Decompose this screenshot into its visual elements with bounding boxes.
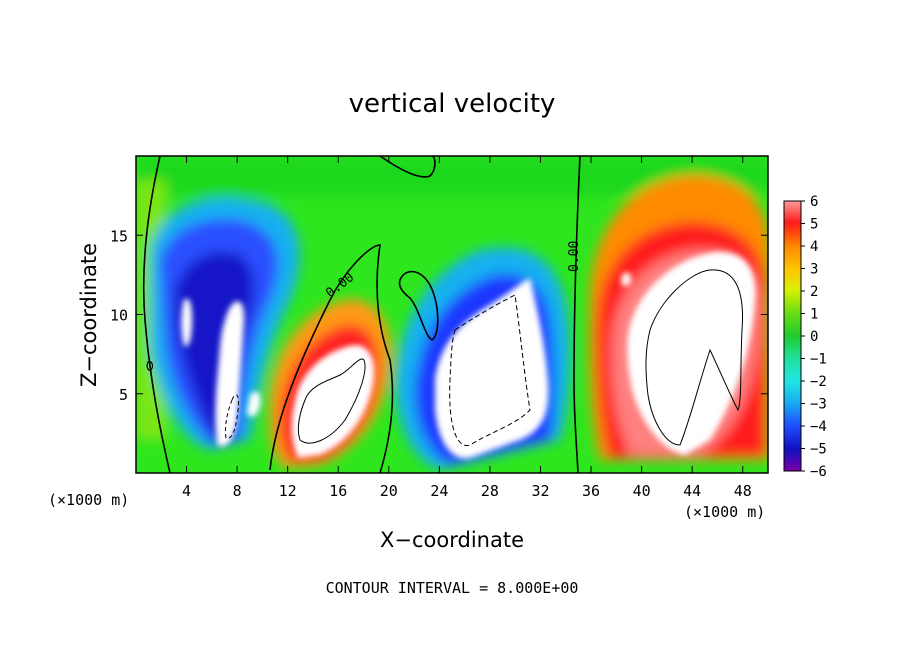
y-tick-label: 5 bbox=[119, 386, 128, 404]
colorbar-tick-label: 5 bbox=[810, 217, 818, 233]
updraft-white-core-mid bbox=[435, 278, 549, 459]
x-tick-label: 28 bbox=[481, 482, 499, 500]
downdraft-white-core-a bbox=[181, 298, 192, 347]
x-tick-label: 24 bbox=[430, 482, 448, 500]
x-tick-label: 40 bbox=[633, 482, 651, 500]
x-tick-label: 36 bbox=[582, 482, 600, 500]
x-tick-label: 48 bbox=[734, 482, 752, 500]
dashed-contour-left bbox=[225, 394, 239, 439]
colorbar-gradient bbox=[783, 200, 802, 472]
zero-contour-left bbox=[142, 156, 171, 473]
x-axis-label: X−coordinate bbox=[380, 528, 524, 552]
x-tick-label: 20 bbox=[380, 482, 398, 500]
chart-title: vertical velocity bbox=[349, 89, 556, 119]
x-tick-label: 32 bbox=[531, 482, 549, 500]
x-unit-right: (×1000 m) bbox=[684, 503, 765, 521]
x-unit-left: (×1000 m) bbox=[48, 491, 129, 509]
colorbar-tick-label: 2 bbox=[810, 284, 818, 300]
colorbar-tick-label: −5 bbox=[810, 442, 827, 458]
colorbar-tick-label: −1 bbox=[810, 352, 827, 368]
y-axis-label: Z−coordinate bbox=[77, 243, 101, 387]
updraft-white-blob-right-small bbox=[621, 272, 632, 287]
updraft-white-core-left bbox=[291, 345, 375, 458]
contour-interval-note: CONTOUR INTERVAL = 8.000E+00 bbox=[326, 579, 579, 597]
x-tick-label: 4 bbox=[182, 482, 191, 500]
y-tick-label: 15 bbox=[110, 227, 128, 245]
downdraft-white-core-b bbox=[215, 301, 245, 447]
y-tick-label: 10 bbox=[110, 307, 128, 325]
zero-contour-right bbox=[573, 156, 581, 473]
zero-contour-small-loop bbox=[146, 361, 154, 371]
x-tick-label: 8 bbox=[233, 482, 242, 500]
colorbar-ticks: 6 5 4 3 2 1 0 −1 −2 −3 −4 −5 −6 bbox=[801, 194, 827, 480]
zero-contour-island bbox=[398, 270, 439, 341]
colorbar-tick-label: −6 bbox=[810, 464, 827, 480]
contour-label-vertical: 0.00 bbox=[567, 241, 582, 272]
thin-contour-right bbox=[645, 269, 744, 446]
colorbar-tick-label: 6 bbox=[810, 194, 818, 210]
x-axis: 4 8 12 16 20 24 28 32 36 40 44 48 bbox=[182, 156, 752, 500]
colorbar-tick-label: −3 bbox=[810, 397, 827, 413]
downdraft-white-core-c bbox=[247, 391, 261, 417]
colorbar-tick-label: 0 bbox=[810, 329, 818, 345]
x-tick-label: 16 bbox=[329, 482, 347, 500]
zero-contour-mid-top bbox=[379, 156, 436, 178]
colorbar: 6 5 4 3 2 1 0 −1 −2 −3 −4 −5 −6 bbox=[783, 194, 827, 480]
colorbar-tick-label: 1 bbox=[810, 307, 818, 323]
colorbar-tick-label: −4 bbox=[810, 419, 827, 435]
x-tick-label: 44 bbox=[683, 482, 701, 500]
x-tick-label: 12 bbox=[279, 482, 297, 500]
dashed-contour-mid bbox=[449, 294, 531, 446]
colorbar-tick-label: −2 bbox=[810, 374, 827, 390]
colorbar-tick-label: 3 bbox=[810, 262, 818, 278]
zero-contour-diag bbox=[269, 244, 394, 473]
y-axis: 5 10 15 bbox=[110, 227, 768, 404]
colorbar-tick-label: 4 bbox=[810, 239, 818, 255]
velocity-field: 0.00 0.00 bbox=[136, 156, 768, 473]
thin-contour-left bbox=[297, 358, 366, 444]
updraft-white-core-right bbox=[627, 251, 756, 455]
